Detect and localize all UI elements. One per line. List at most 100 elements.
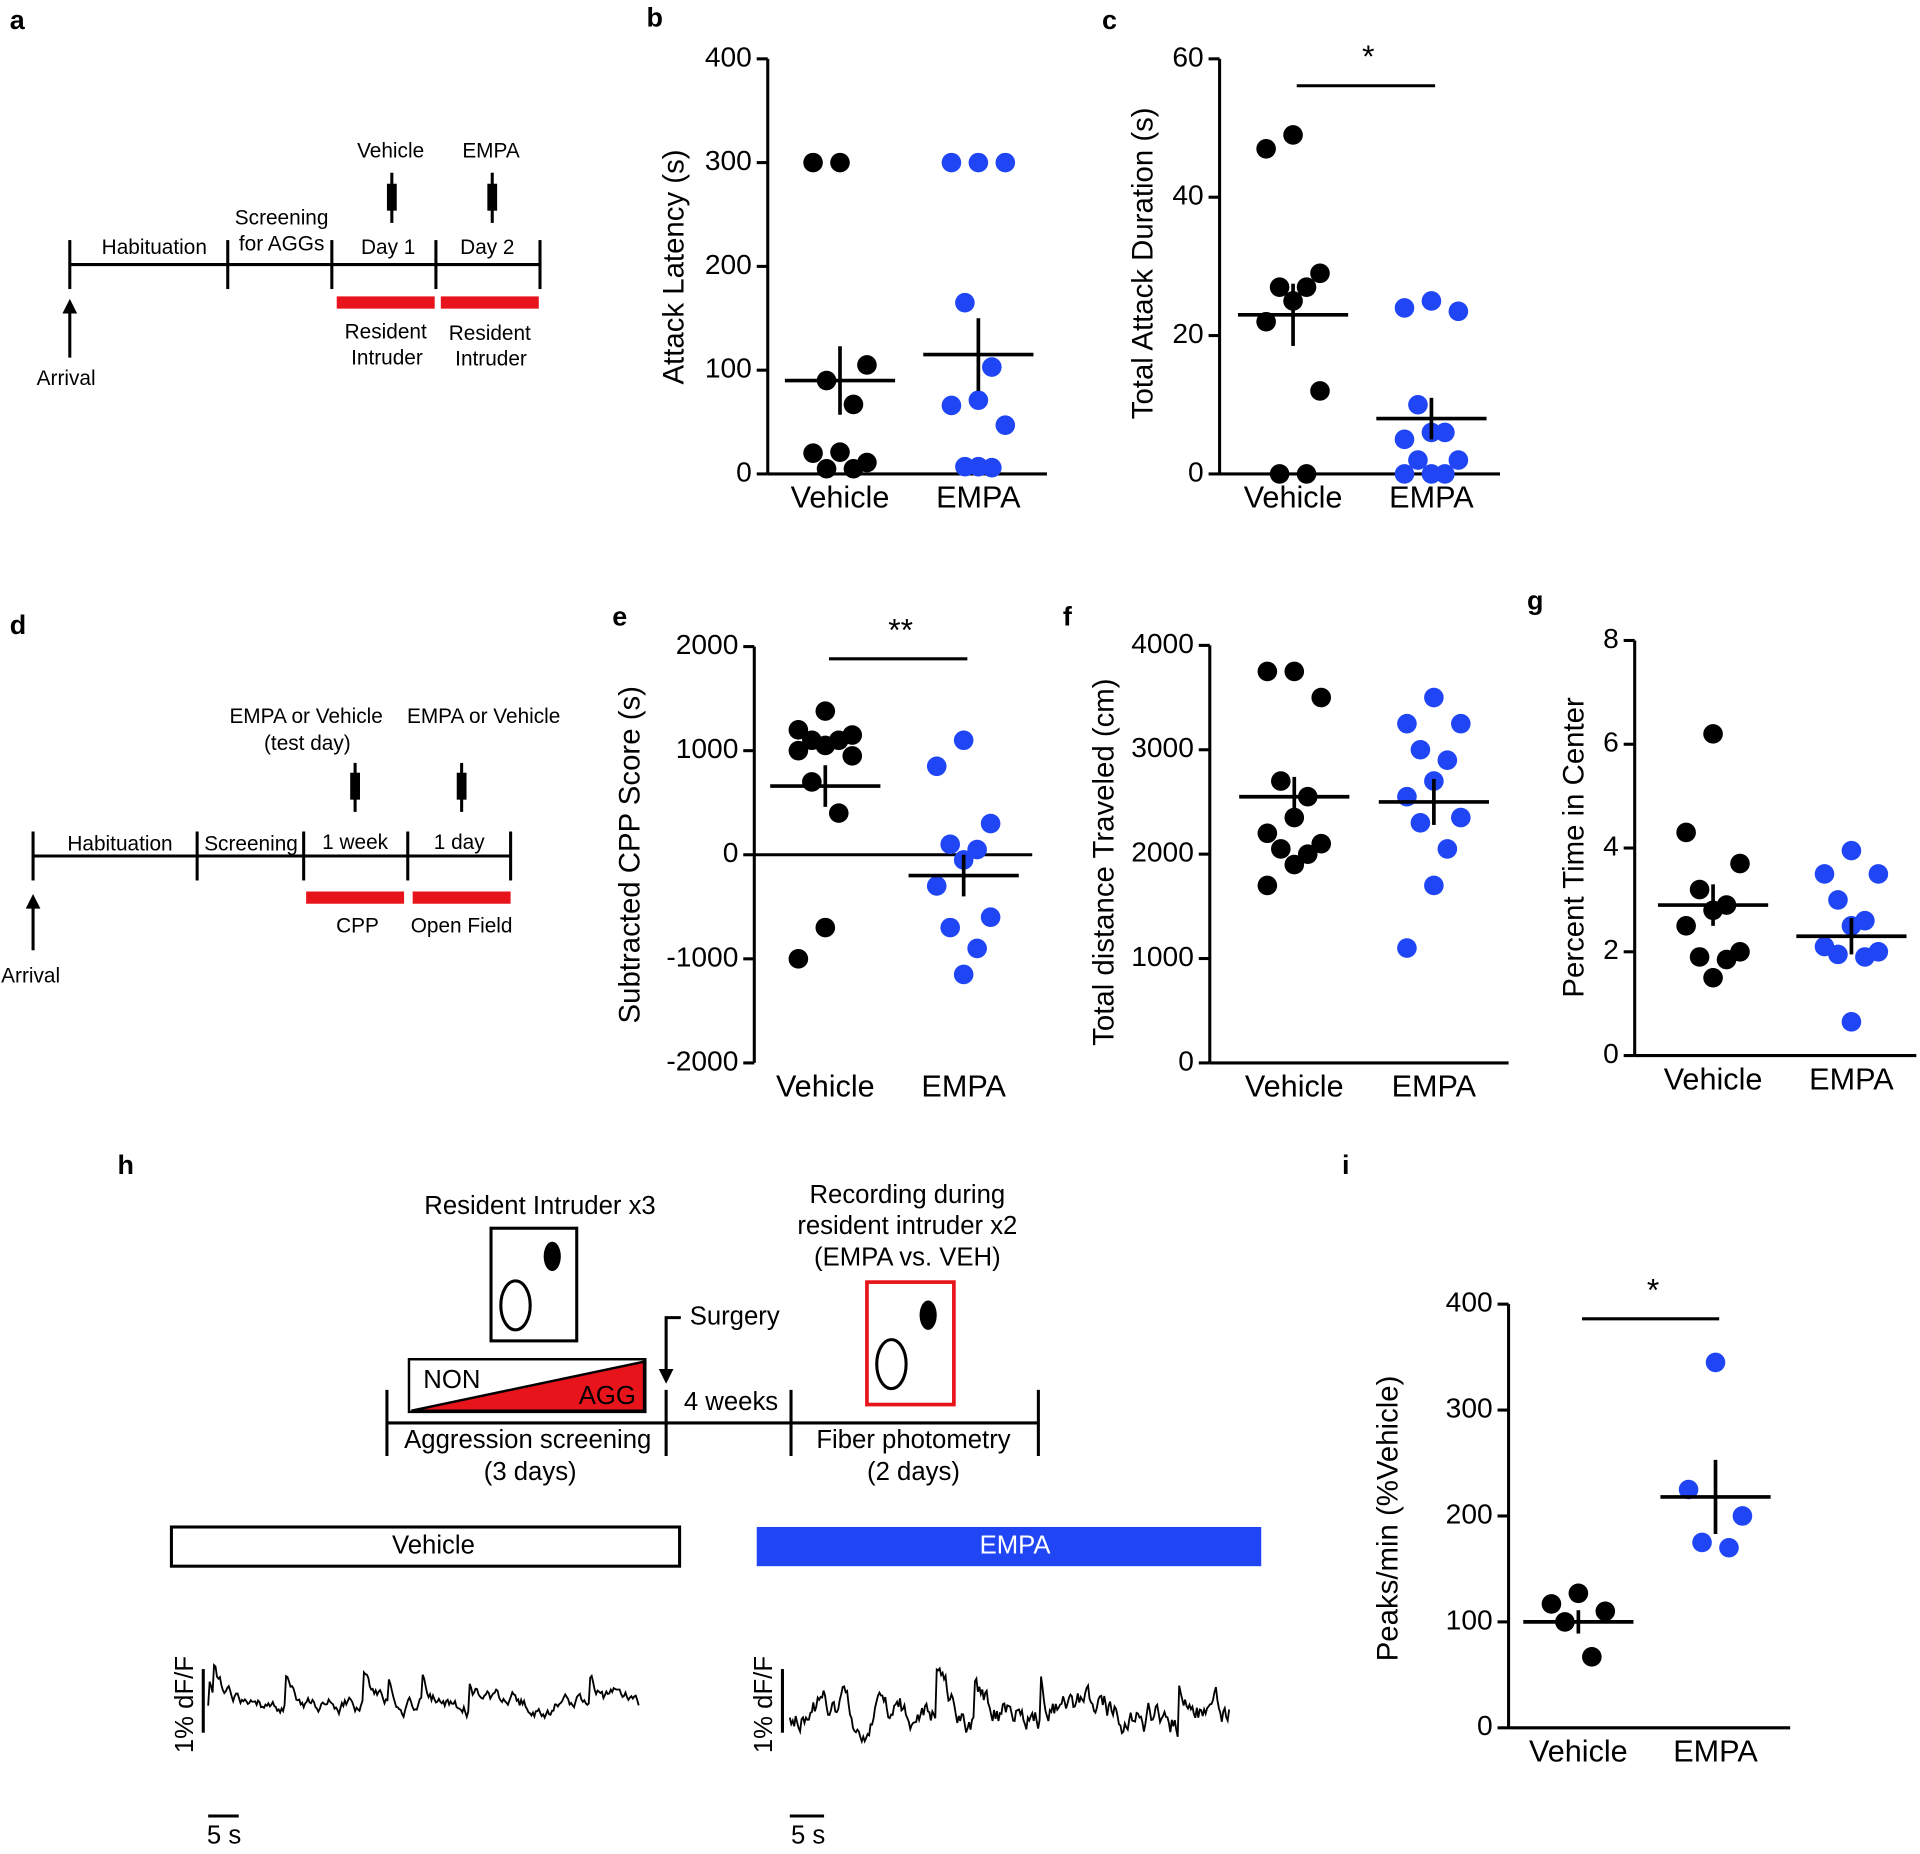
dot — [926, 756, 947, 777]
dot — [968, 456, 989, 477]
label: CPP — [336, 915, 379, 938]
dot — [955, 292, 975, 313]
label: for AGGs — [239, 232, 325, 255]
dot — [1676, 916, 1696, 936]
y-tick-label: 8 — [1603, 623, 1619, 654]
dot — [1437, 839, 1458, 859]
panel-label: d — [10, 610, 26, 640]
dot — [1284, 854, 1305, 875]
dot — [1692, 1532, 1712, 1553]
label: Arrival — [37, 367, 96, 390]
chart: 0 2 4 6 8 Percent Time in Center Vehicle EMPA — [1558, 623, 1917, 1096]
label: 5 s — [791, 1822, 825, 1850]
dot — [1828, 890, 1848, 910]
label: Resident — [345, 321, 427, 344]
dot — [1257, 823, 1278, 844]
dot — [1703, 724, 1723, 744]
y-axis-label: Attack Latency (s) — [658, 149, 691, 384]
dot — [815, 735, 836, 756]
dot — [1448, 301, 1469, 322]
dot — [1595, 1601, 1616, 1622]
label: Vehicle — [392, 1531, 475, 1559]
trace — [788, 1666, 1231, 1745]
dot — [843, 458, 864, 479]
label: Habituation — [67, 832, 172, 855]
dot — [815, 701, 836, 721]
dot — [1257, 661, 1278, 682]
x-tick-label: Vehicle — [1245, 1070, 1344, 1104]
dot — [1424, 687, 1444, 708]
label: 1 day — [434, 831, 485, 854]
panel-label: h — [118, 1150, 134, 1180]
panel-label: f — [1063, 602, 1073, 632]
dot — [1296, 277, 1317, 297]
dot — [1435, 464, 1455, 484]
y-tick-label: 0 — [736, 456, 752, 487]
dot — [1437, 750, 1458, 770]
trace-panel: Vehicle 1% dF/F 5 s EMPA 1% dF/F 5 s — [169, 1525, 1262, 1850]
dot — [1271, 839, 1291, 859]
dot — [940, 834, 960, 855]
dot — [828, 803, 849, 823]
y-tick-label: 20 — [1172, 318, 1203, 349]
dot — [1814, 864, 1835, 884]
x-tick-label: EMPA — [936, 481, 1021, 515]
dot — [1841, 840, 1862, 861]
dot — [857, 355, 877, 375]
label: NON — [423, 1366, 480, 1394]
y-tick-label: 1000 — [676, 733, 739, 764]
dot — [1310, 263, 1330, 284]
dot — [1424, 875, 1444, 896]
dot — [968, 390, 989, 411]
dot — [926, 876, 947, 896]
dot — [1310, 381, 1330, 401]
y-tick-label: 60 — [1172, 41, 1203, 72]
dot — [995, 152, 1016, 173]
dot — [1284, 661, 1305, 682]
panel-label: a — [10, 5, 26, 35]
x-tick-label: EMPA — [1389, 481, 1474, 515]
dot — [1451, 713, 1471, 734]
dot — [980, 813, 1001, 834]
dot — [940, 917, 960, 938]
dot — [830, 152, 850, 173]
y-tick-label: -2000 — [666, 1045, 738, 1076]
dot — [1394, 429, 1415, 450]
dot — [1678, 1479, 1699, 1500]
significance-label: * — [1647, 1271, 1659, 1307]
x-tick-label: EMPA — [1809, 1062, 1894, 1096]
label: Surgery — [690, 1302, 780, 1330]
dot — [1730, 853, 1750, 874]
dot — [788, 740, 809, 761]
label: (3 days) — [484, 1458, 577, 1486]
y-axis-label: Subtracted CPP Score (s) — [614, 686, 647, 1023]
dot — [1311, 687, 1332, 708]
timeline-a: Vehicle EMPA Habituation Screening for A… — [37, 139, 542, 390]
dot — [1689, 947, 1710, 967]
x-tick-label: EMPA — [921, 1070, 1006, 1104]
x-tick-label: Vehicle — [776, 1070, 875, 1104]
panel-label: i — [1342, 1150, 1349, 1180]
label: 1% dF/F — [171, 1656, 199, 1753]
label: EMPA or Vehicle — [407, 705, 560, 728]
dot — [1855, 947, 1875, 967]
label: Habituation — [102, 236, 207, 259]
dot — [1394, 298, 1415, 318]
y-tick-label: 0 — [1603, 1038, 1619, 1069]
dot — [1676, 822, 1696, 843]
dot — [1408, 394, 1428, 415]
y-tick-label: 40 — [1172, 180, 1203, 211]
chart: 0 100 200 300 400 Peaks/min (%Vehicle) Vehicle… — [1372, 1271, 1791, 1769]
dot — [1421, 291, 1442, 311]
y-tick-label: 100 — [1446, 1604, 1493, 1635]
y-tick-label: 100 — [705, 353, 752, 384]
chart: 0 20 40 60 Total Attack Duration (s) Vehicle E… — [1127, 38, 1500, 515]
dot — [816, 458, 837, 479]
dot — [788, 720, 809, 740]
label: Screening — [235, 207, 329, 230]
dot — [1269, 277, 1290, 297]
dot — [941, 395, 962, 416]
dot — [1732, 1506, 1753, 1526]
dot — [1582, 1647, 1602, 1667]
